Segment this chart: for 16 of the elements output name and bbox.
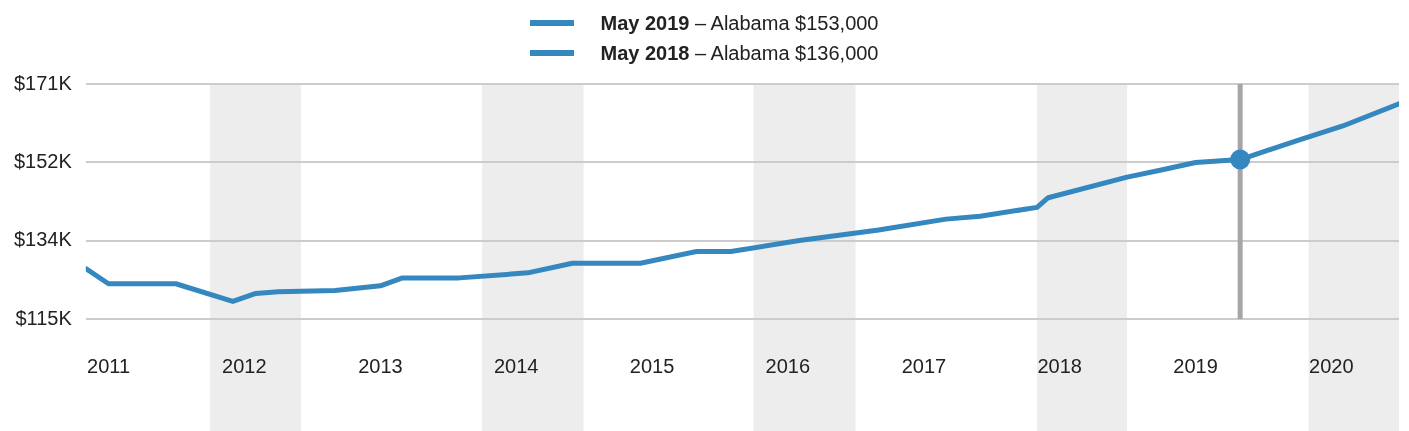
x-tick-label: 2018 <box>1037 354 1082 377</box>
x-tick-label: 2020 <box>1309 354 1354 377</box>
legend-label: May 2018 – Alabama $136,000 <box>600 41 879 65</box>
x-tick-label: 2015 <box>629 354 675 377</box>
x-tick-label: 2017 <box>901 354 947 377</box>
x-tick-label: 2013 <box>358 354 403 377</box>
x-tick-label: 2019 <box>1173 354 1218 377</box>
y-tick-label: $171K <box>13 71 73 94</box>
x-tick-label: 2012 <box>222 354 267 377</box>
legend-label: May 2019 – Alabama $153,000 <box>600 11 879 35</box>
x-tick-label: 2014 <box>493 354 539 377</box>
x-tick-label: 2011 <box>87 354 131 377</box>
y-tick-label: $152K <box>13 149 73 172</box>
x-tick-label: 2016 <box>765 354 811 377</box>
y-tick-label: $134K <box>13 228 73 251</box>
y-tick-label: $115K <box>15 306 73 329</box>
